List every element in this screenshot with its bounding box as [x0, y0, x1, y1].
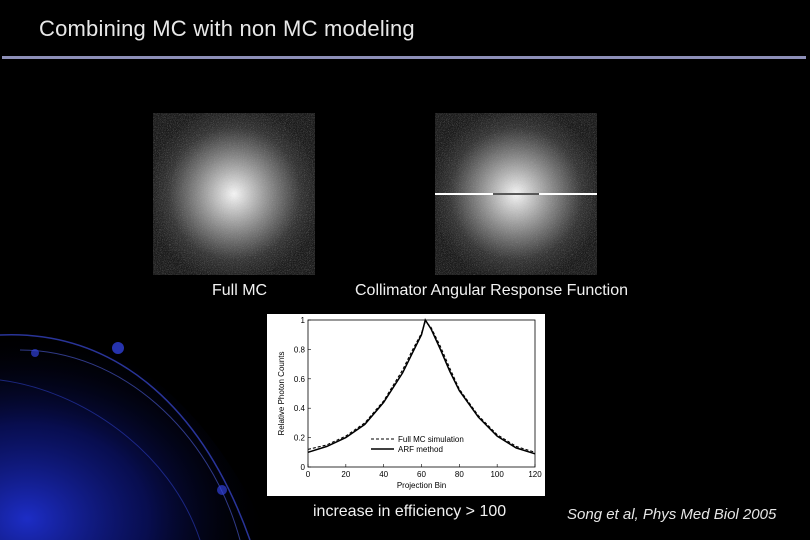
x-tick-label: 100: [490, 470, 504, 479]
y-tick-label: 0.6: [294, 375, 306, 384]
profile-chart: 0 20 40 60 80 100 120 0 0.2 0.4 0.6 0.8 1 Relative P…: [267, 314, 545, 496]
x-tick-label: 60: [417, 470, 426, 479]
x-tick-label: 80: [455, 470, 464, 479]
citation: Song et al, Phys Med Biol 2005: [567, 506, 777, 523]
legend-label: Full MC simulation: [398, 435, 464, 444]
x-axis-label: Projection Bin: [397, 481, 446, 490]
efficiency-note: increase in efficiency > 100: [313, 503, 507, 520]
caption-full-mc: Full MC: [212, 282, 268, 299]
caption-arf: Collimator Angular Response Function: [355, 282, 629, 299]
y-tick-label: 0.4: [294, 404, 306, 413]
x-tick-label: 40: [379, 470, 388, 479]
slide-title: Combining MC with non MC modeling: [39, 16, 415, 41]
x-tick-label: 0: [306, 470, 311, 479]
x-tick-label: 20: [341, 470, 350, 479]
x-tick-label: 120: [528, 470, 542, 479]
y-tick-label: 0.2: [294, 434, 306, 443]
profile-chart-svg: 0 20 40 60 80 100 120 0 0.2 0.4 0.6 0.8 1 Relative P…: [277, 316, 542, 490]
arf-image: [435, 113, 597, 275]
title-divider: [2, 56, 806, 59]
full-mc-image: [153, 113, 315, 275]
y-tick-label: 1: [301, 316, 306, 325]
y-axis-label: Relative Photon Counts: [277, 351, 286, 435]
series-line-2: [307, 318, 536, 455]
y-tick-label: 0: [301, 463, 306, 472]
legend-label: ARF method: [398, 445, 443, 454]
series-line-1: [307, 320, 536, 453]
y-tick-label: 0.8: [294, 345, 306, 354]
